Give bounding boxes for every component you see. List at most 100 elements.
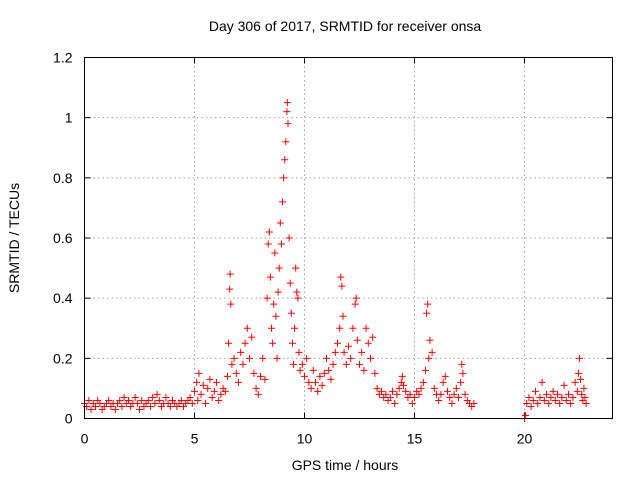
- data-point: [283, 99, 291, 107]
- data-point: [342, 360, 350, 368]
- data-point: [336, 324, 344, 332]
- data-point: [264, 240, 272, 248]
- data-point: [138, 396, 146, 404]
- data-point: [252, 384, 260, 392]
- data-point: [257, 372, 264, 380]
- data-point: [560, 381, 568, 389]
- y-tick-label: 0: [65, 411, 73, 427]
- data-point: [323, 354, 330, 362]
- data-point: [291, 324, 299, 332]
- data-point: [312, 378, 319, 386]
- data-point: [254, 390, 262, 398]
- data-point: [400, 381, 407, 389]
- data-point: [191, 387, 198, 395]
- data-point: [573, 387, 581, 395]
- data-point: [349, 324, 357, 332]
- data-point: [194, 396, 202, 404]
- data-point: [582, 399, 590, 407]
- y-axis-label: SRMTID / TECUs: [6, 183, 22, 293]
- data-point: [426, 336, 434, 344]
- data-point: [578, 390, 586, 398]
- data-point: [118, 402, 126, 410]
- data-point: [293, 288, 301, 296]
- data-point: [215, 396, 223, 404]
- y-tick-label: 0.2: [53, 350, 73, 366]
- data-point: [288, 339, 296, 347]
- data-point: [455, 393, 462, 401]
- data-point: [525, 393, 533, 401]
- data-point: [292, 264, 300, 272]
- data-point: [235, 378, 242, 386]
- data-point: [378, 387, 385, 395]
- data-point: [268, 324, 275, 332]
- data-point: [395, 384, 403, 392]
- data-point: [419, 378, 427, 386]
- data-point: [347, 354, 355, 362]
- data-point: [549, 387, 557, 395]
- data-point: [272, 312, 280, 320]
- data-point: [448, 399, 456, 407]
- data-point: [406, 390, 414, 398]
- data-point: [523, 399, 531, 407]
- data-point: [457, 378, 465, 386]
- data-point: [320, 369, 328, 377]
- data-point: [369, 333, 377, 341]
- x-tick-label: 0: [81, 431, 89, 447]
- data-point: [345, 342, 352, 350]
- data-point: [125, 396, 132, 404]
- data-point: [287, 309, 295, 317]
- y-tick-label: 1: [65, 110, 73, 126]
- data-point: [131, 393, 139, 401]
- data-point: [177, 396, 185, 404]
- data-point: [195, 369, 203, 377]
- data-point: [417, 384, 425, 392]
- data-point: [197, 390, 205, 398]
- data-point: [303, 354, 311, 362]
- data-point: [327, 375, 335, 383]
- data-point: [270, 300, 278, 308]
- data-point: [265, 228, 273, 236]
- data-point: [144, 396, 152, 404]
- data-point: [266, 273, 274, 281]
- data-point: [389, 387, 396, 395]
- data-point: [296, 366, 304, 374]
- data-point: [373, 384, 381, 392]
- data-point: [155, 396, 163, 404]
- data-point: [259, 354, 267, 362]
- data-point: [527, 402, 535, 410]
- data-point: [441, 372, 449, 380]
- data-point: [461, 390, 469, 398]
- y-tick-label: 0.4: [53, 290, 73, 306]
- data-point: [331, 348, 339, 356]
- data-point: [424, 300, 432, 308]
- data-point: [398, 372, 406, 380]
- data-point: [458, 360, 466, 368]
- x-tick-label: 10: [297, 431, 313, 447]
- data-point: [314, 387, 322, 395]
- data-point: [237, 348, 245, 356]
- data-point: [263, 294, 271, 302]
- data-point: [545, 399, 553, 407]
- data-point: [286, 279, 294, 287]
- data-point: [206, 375, 214, 383]
- data-point: [261, 375, 269, 383]
- axis-ticks: 0 0.2 0.4 0.6 0.8 1 1.2 0 5 10 15 20: [53, 50, 613, 447]
- data-point: [85, 396, 93, 404]
- data-point: [435, 396, 443, 404]
- data-point: [225, 339, 233, 347]
- chart-title: Day 306 of 2017, SRMTID for receiver ons…: [209, 18, 482, 34]
- data-point: [116, 396, 124, 404]
- data-point: [393, 390, 401, 398]
- data-point: [415, 390, 423, 398]
- data-point: [430, 384, 438, 392]
- data-point: [532, 387, 539, 395]
- x-tick-label: 5: [191, 431, 199, 447]
- data-point: [147, 402, 154, 410]
- data-point: [136, 405, 143, 413]
- data-point: [367, 354, 374, 362]
- data-point: [358, 348, 366, 356]
- data-point: [309, 366, 317, 374]
- x-tick-label: 20: [517, 431, 533, 447]
- data-point: [569, 393, 577, 401]
- data-point: [360, 366, 368, 374]
